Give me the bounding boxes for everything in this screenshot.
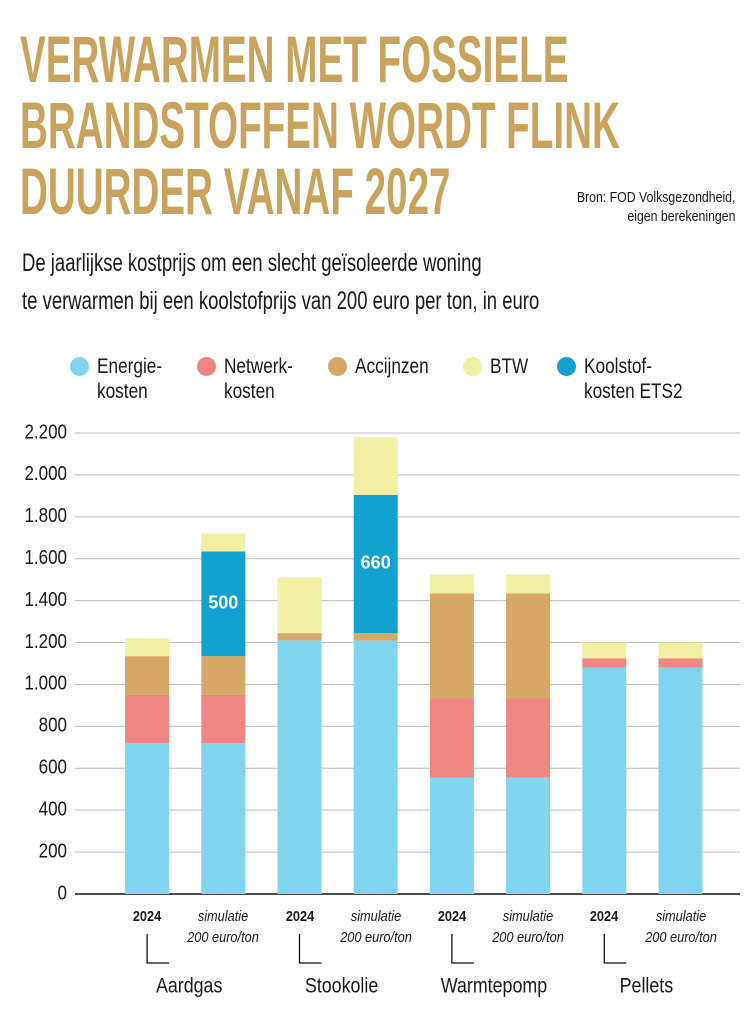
legend-item: Energie- kosten xyxy=(70,354,176,404)
x-tick-label: 2024 xyxy=(285,908,314,925)
bar-segment xyxy=(658,642,703,659)
bar-segment xyxy=(429,698,474,778)
data-label: 500 xyxy=(208,593,238,613)
legend-swatch xyxy=(557,357,576,376)
legend-item: Koolstof- kosten ETS2 xyxy=(557,354,704,404)
group-bracket xyxy=(451,934,474,964)
y-tick-label: 800 xyxy=(39,713,67,736)
legend-swatch xyxy=(463,357,482,376)
y-tick-label: 0 xyxy=(58,881,67,904)
legend-swatch xyxy=(197,357,216,376)
bar-segment xyxy=(277,577,322,634)
bar-segment xyxy=(506,593,551,699)
bar-segment xyxy=(201,533,246,552)
group-bracket xyxy=(298,934,322,964)
bar-segment xyxy=(353,633,398,641)
bar-segment xyxy=(582,642,627,659)
subtitle: De jaarlijkse kostprijs om een slecht ge… xyxy=(22,249,540,315)
group-label: Stookolie xyxy=(305,974,378,998)
bar-segment xyxy=(125,694,170,744)
bar-segment xyxy=(125,656,170,695)
bar-segment xyxy=(506,574,551,594)
bar-segment xyxy=(429,593,474,699)
legend-label: Koolstof- kosten ETS2 xyxy=(584,355,683,403)
legend-label: BTW xyxy=(490,355,529,378)
source: Bron: FOD Volksgezondheid, eigen bereken… xyxy=(576,189,735,225)
chart-title: VERWARMEN MET FOSSIELE BRANDSTOFFEN WORD… xyxy=(20,22,620,228)
bar-segment xyxy=(353,494,398,634)
bar-segment xyxy=(277,640,322,894)
legend-item: BTW xyxy=(463,354,537,379)
y-tick-label: 600 xyxy=(39,755,67,778)
x-tick-label: simulatie 200 euro/ton xyxy=(187,908,260,946)
legend-label: Accijnzen xyxy=(355,355,429,378)
x-tick-label: 2024 xyxy=(437,908,467,925)
x-tick-label: 2024 xyxy=(132,908,162,925)
bar-segment xyxy=(125,638,170,657)
bar-segment xyxy=(429,574,474,594)
y-tick-label: 1.200 xyxy=(24,630,67,653)
legend-swatch xyxy=(328,357,347,376)
bar-segment xyxy=(582,658,627,668)
x-tick-label: simulatie 200 euro/ton xyxy=(492,908,564,946)
bar-segment xyxy=(353,437,398,495)
bar-segment xyxy=(506,698,551,778)
legend-item: Netwerk- kosten xyxy=(197,354,308,404)
group-label: Pellets xyxy=(620,974,674,998)
y-tick-label: 2.000 xyxy=(24,462,67,485)
group-label: Warmtepomp xyxy=(441,974,548,998)
bar-segment xyxy=(201,694,246,744)
bar-segment xyxy=(201,743,246,894)
x-tick-label: simulatie 200 euro/ton xyxy=(644,908,717,946)
bar-segment xyxy=(353,640,398,894)
y-tick-label: 400 xyxy=(39,797,67,820)
legend-label: Netwerk- kosten xyxy=(224,355,293,403)
y-tick-label: 200 xyxy=(39,839,67,862)
bar-segment xyxy=(658,667,703,894)
x-tick-label: 2024 xyxy=(590,908,619,925)
bar-segment xyxy=(125,743,170,894)
bar-segment xyxy=(201,551,246,657)
legend-swatch xyxy=(70,357,89,376)
group-bracket xyxy=(146,934,170,964)
y-tick-label: 1.800 xyxy=(24,504,67,527)
bar-segment xyxy=(201,656,246,695)
bar-segment xyxy=(506,777,551,894)
bar-segment xyxy=(429,777,474,894)
y-tick-label: 1.000 xyxy=(24,671,67,694)
bar-segment xyxy=(277,633,322,641)
legend-label: Energie- kosten xyxy=(97,355,163,403)
group-bracket xyxy=(603,934,627,964)
data-label: 660 xyxy=(361,553,391,573)
bar-segment xyxy=(582,667,627,894)
x-tick-label: simulatie 200 euro/ton xyxy=(339,908,412,946)
legend-item: Accijnzen xyxy=(328,354,445,379)
y-tick-label: 1.600 xyxy=(24,546,67,569)
y-tick-label: 2.200 xyxy=(24,420,67,443)
group-label: Aardgas xyxy=(156,974,223,998)
bar-segment xyxy=(658,658,703,668)
y-tick-label: 1.400 xyxy=(24,588,67,611)
